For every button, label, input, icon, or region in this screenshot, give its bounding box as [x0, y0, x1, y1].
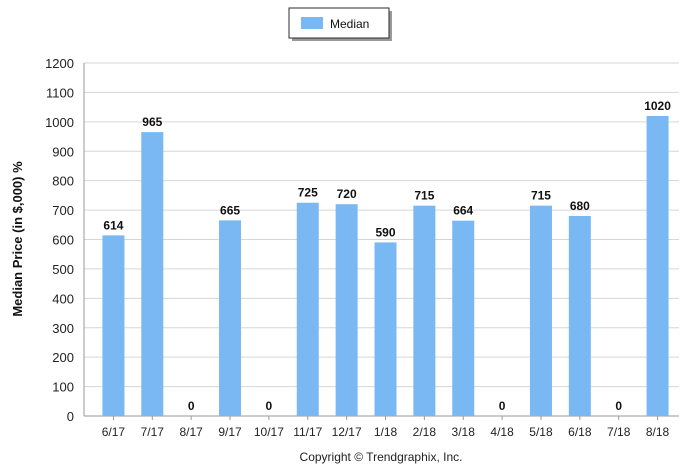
x-tick-label: 6/18 — [568, 425, 592, 439]
data-label: 0 — [188, 399, 195, 413]
bar — [529, 205, 552, 416]
x-tick-label: 11/17 — [293, 425, 322, 439]
x-tick-label: 6/17 — [102, 425, 126, 439]
bar — [335, 204, 358, 416]
data-label: 725 — [298, 186, 318, 200]
data-label: 1020 — [644, 99, 671, 113]
y-tick-label: 1000 — [45, 115, 74, 130]
bar — [219, 220, 242, 416]
y-tick-label: 300 — [52, 321, 74, 336]
x-tick-label: 8/17 — [179, 425, 203, 439]
y-tick-label: 500 — [52, 262, 74, 277]
y-tick-label: 1100 — [46, 85, 74, 100]
data-label: 0 — [615, 399, 622, 413]
data-label: 715 — [414, 189, 434, 203]
legend: Median — [288, 7, 392, 41]
x-tick-label: 10/17 — [254, 425, 284, 439]
x-tick-label: 5/18 — [529, 425, 553, 439]
y-axis-ticks: 0 100 200 300 400 500 600 700 800 900 1000 1100 1200 — [45, 56, 74, 424]
x-tick-label: 1/18 — [374, 425, 398, 439]
y-tick-label: 900 — [52, 144, 74, 159]
x-axis-ticks: 6/17 7/17 8/17 9/17 10/17 11/17 12/17 1/18 2/18 3… — [102, 416, 670, 439]
bar — [141, 132, 164, 417]
bar — [374, 242, 397, 416]
bar — [568, 215, 591, 416]
y-tick-label: 200 — [52, 350, 74, 365]
y-tick-label: 800 — [52, 174, 74, 189]
y-tick-label: 400 — [52, 291, 74, 306]
y-axis-title: Median Price (in $,000) % — [10, 161, 25, 317]
y-tick-label: 600 — [52, 233, 74, 248]
bar — [413, 205, 436, 416]
data-label: 614 — [103, 218, 123, 232]
data-label: 720 — [337, 187, 357, 201]
data-label: 590 — [375, 225, 395, 239]
x-tick-label: 3/18 — [452, 425, 476, 439]
data-label: 665 — [220, 203, 240, 217]
x-tick-label: 12/17 — [332, 425, 362, 439]
y-tick-label: 0 — [67, 409, 74, 424]
y-tick-label: 100 — [52, 380, 74, 395]
x-tick-label: 2/18 — [413, 425, 437, 439]
x-tick-label: 8/18 — [646, 425, 670, 439]
data-label: 965 — [142, 115, 162, 129]
data-label: 680 — [570, 199, 590, 213]
data-label: 0 — [266, 399, 273, 413]
legend-swatch — [301, 17, 323, 29]
bars — [102, 115, 669, 417]
legend-label: Median — [330, 17, 369, 31]
data-labels: 614 965 0 665 0 725 720 590 715 664 0 715 680 0 1020 — [103, 99, 671, 413]
x-tick-label: 4/18 — [490, 425, 514, 439]
data-label: 664 — [453, 204, 473, 218]
x-tick-label: 9/17 — [218, 425, 242, 439]
data-label: 0 — [499, 399, 506, 413]
bar — [102, 235, 125, 416]
y-tick-label: 700 — [52, 203, 74, 218]
x-tick-label: 7/18 — [607, 425, 631, 439]
copyright-footer: Copyright © Trendgraphix, Inc. — [300, 450, 463, 464]
bar — [646, 115, 669, 416]
data-label: 715 — [531, 189, 551, 203]
bar — [452, 220, 475, 416]
x-tick-label: 7/17 — [141, 425, 165, 439]
y-tick-label: 1200 — [45, 56, 74, 71]
bar — [296, 202, 319, 416]
